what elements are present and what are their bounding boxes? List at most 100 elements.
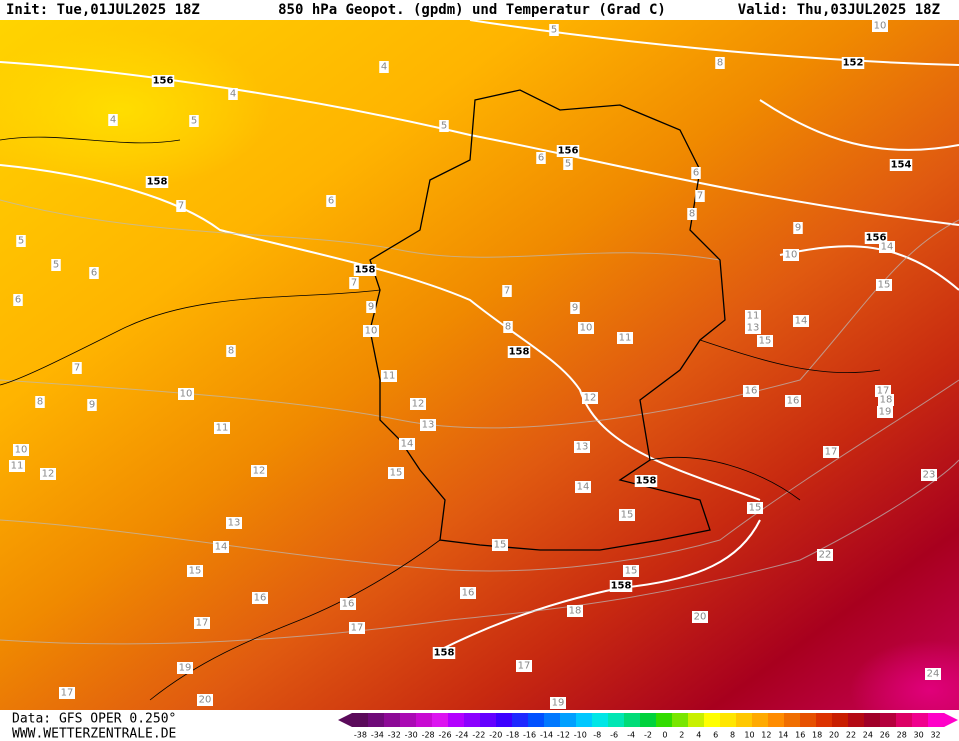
label-box bbox=[420, 419, 436, 431]
label-box bbox=[878, 394, 894, 406]
label-box bbox=[563, 158, 573, 170]
label-box bbox=[567, 605, 583, 617]
temperature-label: 15 bbox=[759, 336, 772, 347]
temperature-lines bbox=[0, 199, 959, 645]
temperature-label: 16 bbox=[462, 588, 475, 599]
legend-swatch bbox=[784, 713, 801, 727]
label-box bbox=[410, 398, 426, 410]
legend-swatch bbox=[512, 713, 529, 727]
legend-swatch bbox=[448, 713, 465, 727]
temperature-label: 14 bbox=[577, 482, 590, 493]
legend-swatch bbox=[352, 713, 369, 727]
legend-swatch bbox=[832, 713, 849, 727]
temperature-label: 17 bbox=[351, 623, 364, 634]
label-box bbox=[145, 176, 169, 188]
label-box bbox=[743, 385, 759, 397]
label-box bbox=[35, 396, 45, 408]
temperature-label: 8 bbox=[689, 209, 695, 220]
label-box bbox=[213, 541, 229, 553]
legend-label: 10 bbox=[744, 731, 754, 740]
legend-swatch bbox=[544, 713, 561, 727]
label-box bbox=[72, 362, 82, 374]
temperature-label: 17 bbox=[877, 386, 890, 397]
geopotential-label: 158 bbox=[355, 265, 376, 276]
legend-swatch bbox=[528, 713, 545, 727]
legend-swatch bbox=[496, 713, 513, 727]
label-box bbox=[623, 565, 639, 577]
geopotential-label: 152 bbox=[843, 58, 864, 69]
temperature-label: 7 bbox=[697, 191, 703, 202]
temperature-label: 16 bbox=[342, 599, 355, 610]
borders bbox=[0, 136, 881, 701]
label-box bbox=[877, 406, 893, 418]
label-box bbox=[695, 190, 705, 202]
label-box bbox=[13, 444, 29, 456]
temperature-label: 13 bbox=[228, 518, 241, 529]
label-box bbox=[252, 592, 268, 604]
label-box bbox=[783, 249, 799, 261]
init-time: Init: Tue,01JUL2025 18Z bbox=[6, 2, 200, 18]
label-box bbox=[226, 517, 242, 529]
label-box bbox=[89, 267, 99, 279]
label-box bbox=[747, 502, 763, 514]
temperature-label: 19 bbox=[552, 698, 565, 709]
temperature-label: 6 bbox=[15, 295, 21, 306]
temperature-label: 17 bbox=[825, 447, 838, 458]
geopotential-label: 156 bbox=[866, 233, 887, 244]
temperature-label: 13 bbox=[422, 420, 435, 431]
temperature-label: 8 bbox=[717, 58, 723, 69]
label-box bbox=[582, 392, 598, 404]
label-box bbox=[617, 332, 633, 344]
label-box bbox=[340, 598, 356, 610]
temperature-label: 6 bbox=[91, 268, 97, 279]
data-source: Data: GFS OPER 0.250° bbox=[12, 712, 176, 727]
label-box bbox=[40, 468, 56, 480]
legend-swatch bbox=[656, 713, 673, 727]
label-box bbox=[214, 422, 230, 434]
temperature-label: 7 bbox=[504, 286, 510, 297]
legend-swatch bbox=[688, 713, 705, 727]
temperature-label: 11 bbox=[747, 311, 760, 322]
legend-arrow-right bbox=[944, 713, 958, 727]
legend-label: -2 bbox=[644, 731, 652, 740]
label-box bbox=[176, 200, 186, 212]
temperature-label: 5 bbox=[53, 260, 59, 271]
legend-label: -10 bbox=[574, 731, 587, 740]
warm-blob bbox=[0, 30, 270, 190]
legend-swatch bbox=[480, 713, 497, 727]
temperature-label: 16 bbox=[254, 593, 267, 604]
valid-time: Valid: Thu,03JUL2025 18Z bbox=[738, 2, 940, 18]
label-box bbox=[189, 115, 199, 127]
temperature-label: 20 bbox=[199, 695, 212, 706]
temperature-label: 8 bbox=[505, 322, 511, 333]
legend-swatch bbox=[880, 713, 897, 727]
label-box bbox=[366, 301, 376, 313]
label-box bbox=[379, 61, 389, 73]
legend-label: -8 bbox=[593, 731, 601, 740]
geopotential-label: 154 bbox=[891, 160, 912, 171]
label-box bbox=[388, 467, 404, 479]
geopotential-label: 156 bbox=[153, 76, 174, 87]
legend-swatch bbox=[608, 713, 625, 727]
temperature-label: 10 bbox=[580, 323, 593, 334]
label-box bbox=[550, 697, 566, 709]
temperature-label: 4 bbox=[110, 115, 116, 126]
legend-label: -22 bbox=[472, 731, 485, 740]
geopotential-label: 156 bbox=[558, 146, 579, 157]
label-box bbox=[326, 195, 336, 207]
temperature-label: 15 bbox=[189, 566, 202, 577]
temperature-label: 10 bbox=[365, 326, 378, 337]
label-box bbox=[745, 322, 761, 334]
label-box bbox=[439, 120, 449, 132]
temperature-label: 15 bbox=[625, 566, 638, 577]
temperature-label: 24 bbox=[927, 669, 940, 680]
legend-swatch bbox=[864, 713, 881, 727]
temperature-label: 11 bbox=[383, 371, 396, 382]
legend-label: -14 bbox=[540, 731, 553, 740]
legend-swatch bbox=[816, 713, 833, 727]
temperature-label: 19 bbox=[179, 663, 192, 674]
temperature-label: 4 bbox=[381, 62, 387, 73]
temperature-label: 14 bbox=[881, 242, 894, 253]
label-box bbox=[536, 152, 546, 164]
legend-swatch bbox=[576, 713, 593, 727]
